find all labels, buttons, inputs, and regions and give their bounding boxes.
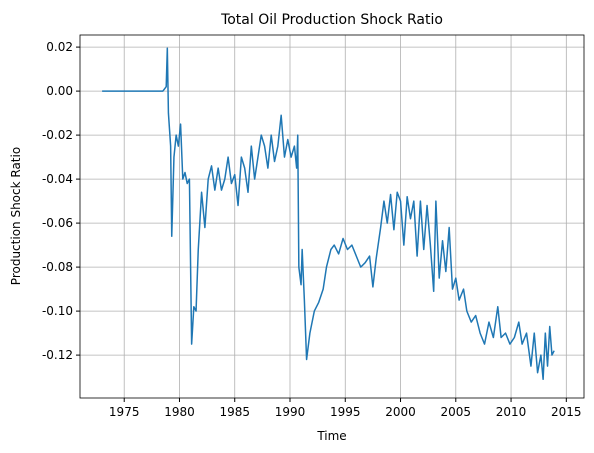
x-tick-label: 1995 bbox=[330, 405, 361, 419]
x-tick-label: 1980 bbox=[164, 405, 195, 419]
chart-title: Total Oil Production Shock Ratio bbox=[220, 12, 443, 28]
x-axis-label: Time bbox=[316, 429, 346, 443]
y-tick-label: -0.12 bbox=[42, 348, 73, 362]
y-axis-label: Production Shock Ratio bbox=[9, 147, 23, 285]
y-tick-label: -0.02 bbox=[42, 128, 73, 142]
x-tick-label: 2000 bbox=[385, 405, 416, 419]
x-tick-label: 2015 bbox=[551, 405, 582, 419]
y-tick-label: -0.08 bbox=[42, 260, 73, 274]
x-tick-label: 1990 bbox=[275, 405, 306, 419]
data-line bbox=[102, 47, 555, 381]
plot-frame bbox=[79, 34, 585, 399]
y-tick-label: 0.00 bbox=[46, 84, 73, 98]
x-tick-label: 1975 bbox=[109, 405, 140, 419]
y-tick-label: 0.02 bbox=[46, 40, 73, 54]
y-tick-label: -0.04 bbox=[42, 172, 73, 186]
y-tick-label: -0.06 bbox=[42, 216, 73, 230]
y-tick-label: -0.10 bbox=[42, 304, 73, 318]
x-tick-label: 2005 bbox=[441, 405, 472, 419]
x-tick-label: 2010 bbox=[496, 405, 527, 419]
x-tick-label: 1985 bbox=[219, 405, 250, 419]
